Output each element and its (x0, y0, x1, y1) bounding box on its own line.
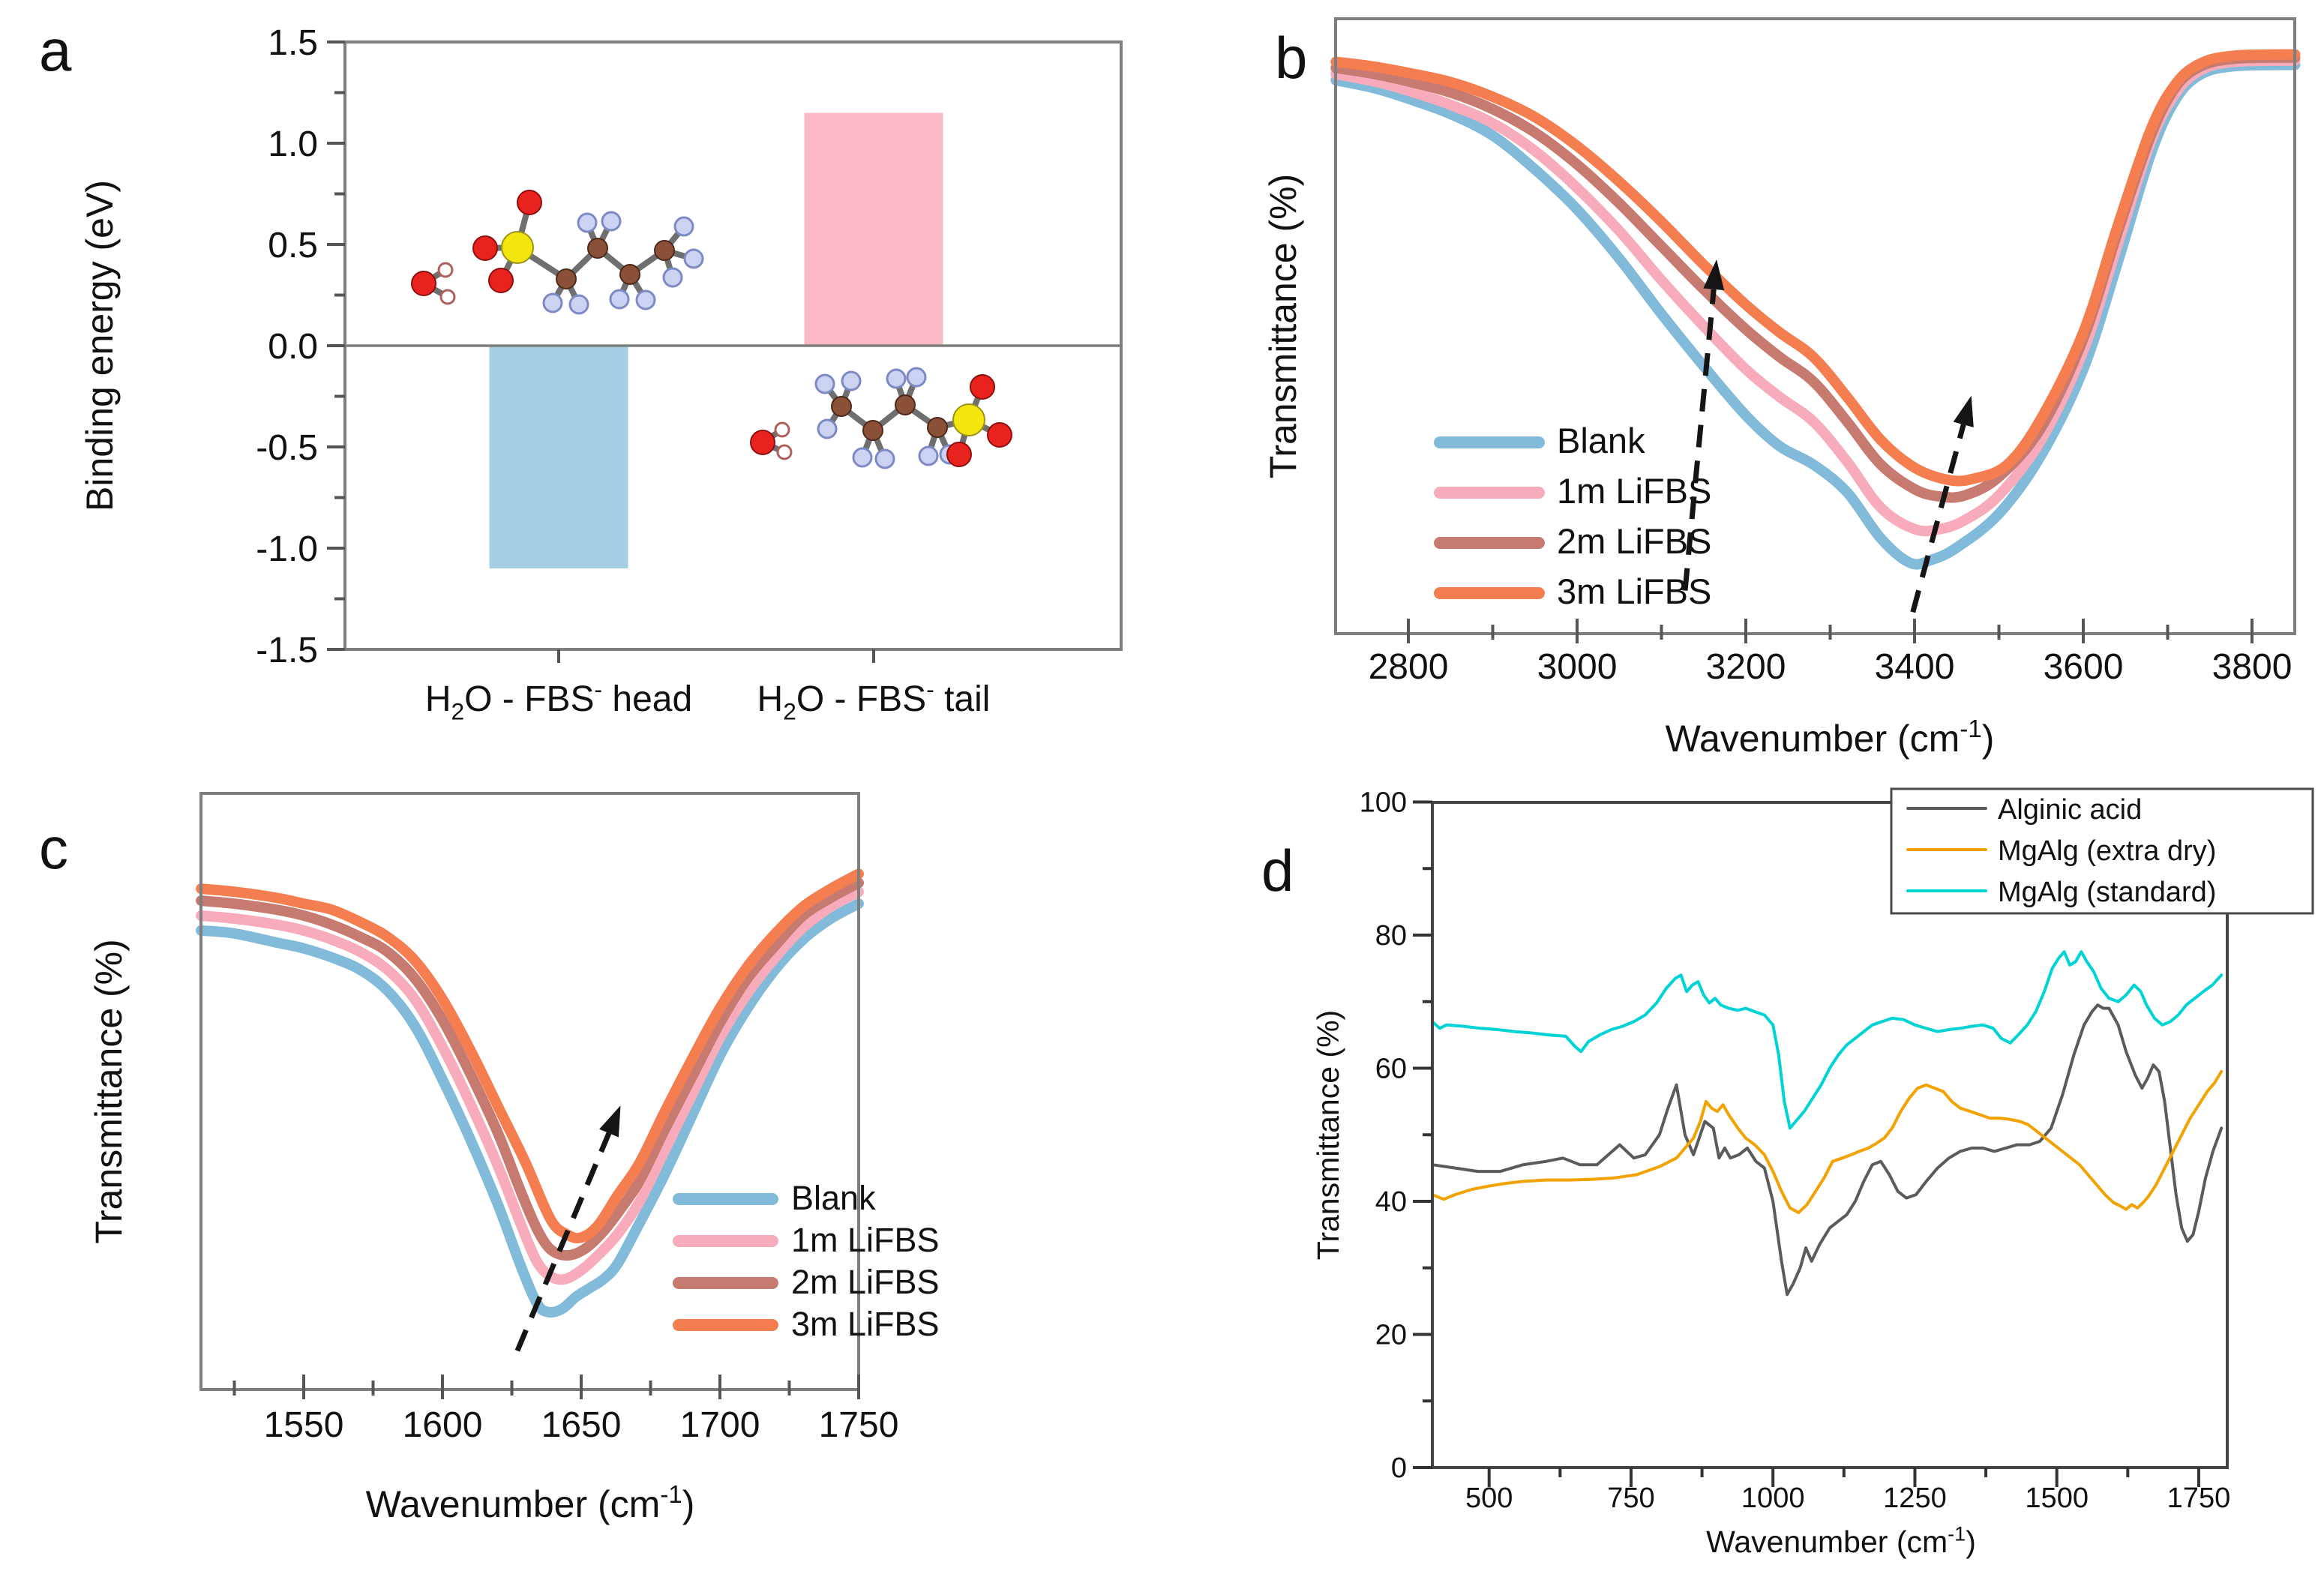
y-tick-label: -0.5 (256, 428, 318, 468)
trend-arrow (1682, 259, 1725, 591)
c-legend: Blank 1m LiFBS 2m LiFBS 3m LiFBS (673, 1179, 940, 1343)
c-x-axis-title: Wavenumber (cm-1) (366, 1480, 695, 1525)
legend-label: 1m LiFBS (1557, 471, 1711, 511)
x-tick-label: 1750 (2167, 1483, 2231, 1514)
d-x-axis-title: Wavenumber (cm-1) (1706, 1522, 1976, 1559)
y-tick-label: 60 (1375, 1054, 1407, 1085)
y-axis-ticks (327, 40, 875, 663)
legend-label: 2m LiFBS (1557, 521, 1711, 561)
x-tick-label: 1550 (264, 1405, 344, 1445)
c-y-axis-title: Transmittance (%) (88, 939, 130, 1244)
panel-a-letter: a (39, 17, 72, 83)
d-series-Alginic acid (1431, 1003, 2224, 1297)
panel-b-letter: b (1275, 25, 1308, 91)
trend-arrow (514, 1105, 621, 1352)
panel-c-letter: c (39, 815, 68, 881)
c-series-3m LiFBS (196, 868, 864, 1244)
x-tick-label: 3800 (2212, 647, 2293, 687)
panel-d-svg: 500 750 1000 1250 1500 1750 0 20 40 60 80 100 Wavenu… (1311, 787, 2314, 1559)
bar-H2O - FBS- tail (804, 112, 943, 346)
panel-d-letter: d (1261, 838, 1294, 904)
legend-label: Alginic acid (1998, 794, 2142, 826)
x-category-label: H2O - FBS- tail (757, 676, 991, 725)
x-tick-label: 3000 (1537, 647, 1618, 687)
d-y-axis-title: Transmittance (%) (1311, 1010, 1345, 1260)
x-tick-label: 3600 (2044, 647, 2124, 687)
legend-label: 2m LiFBS (791, 1263, 940, 1301)
bar-chart (343, 40, 1123, 651)
y-tick-label: -1.5 (256, 631, 318, 670)
d-legend: Alginic acid MgAlg (extra dry) MgAlg (stan… (1890, 787, 2314, 915)
c-series-2m LiFBS (196, 877, 864, 1261)
y-tick-label: 40 (1375, 1186, 1407, 1218)
legend-label: Blank (791, 1179, 876, 1217)
panel-b-spectrum: 2800 3000 3200 3400 3600 3800 Wavenumber (cm-1… (1170, 0, 2324, 786)
b-plot-frame (1334, 17, 2296, 635)
panel-d-spectrum: 500 750 1000 1250 1500 1750 0 20 40 60 80 100 Wavenu… (1170, 786, 2324, 1571)
d-series-MgAlg (standard) (1431, 950, 2224, 1130)
x-category-label: H2O - FBS- head (425, 676, 692, 725)
b-ticks (1407, 619, 2254, 643)
c-plot-frame (199, 792, 860, 1391)
d-series-MgAlg (extra dry) (1431, 1069, 2224, 1215)
x-tick-label: 2800 (1369, 647, 1449, 687)
b-x-axis-title: Wavenumber (cm-1) (1666, 715, 1995, 760)
d-ticks (1413, 800, 2200, 1487)
x-tick-label: 1600 (403, 1405, 483, 1445)
bar-H2O - FBS- head (489, 346, 628, 568)
x-tick-label: 1500 (2025, 1483, 2089, 1514)
legend-label: 1m LiFBS (791, 1221, 940, 1259)
y-tick-label: 80 (1375, 920, 1407, 952)
panel-c-spectrum: 1550 1600 1650 1700 1750 Wavenumber (cm-1) Tra… (0, 786, 1170, 1571)
molecule-h2o-fbs-tail (750, 367, 1012, 469)
y-tick-label: 1.5 (268, 23, 318, 63)
trend-arrow (1910, 395, 1974, 613)
y-tick-label: -1.0 (256, 529, 318, 569)
x-tick-label: 1000 (1741, 1483, 1805, 1514)
y-axis-title: Binding energy (eV) (79, 180, 121, 511)
y-tick-label: 20 (1375, 1320, 1407, 1351)
y-tick-label: 0.5 (268, 226, 318, 265)
y-tick-label: 0 (1391, 1453, 1407, 1484)
panel-b-svg: 2800 3000 3200 3400 3600 3800 Wavenumber (cm-1… (1262, 17, 2301, 760)
x-tick-label: 1650 (541, 1405, 622, 1445)
b-series-3m LiFBS (1330, 49, 2301, 487)
y-tick-label: 0.0 (268, 327, 318, 367)
b-y-axis-title: Transmittance (%) (1262, 174, 1304, 479)
x-tick-label: 1750 (819, 1405, 899, 1445)
x-tick-label: 1700 (680, 1405, 760, 1445)
legend-label: MgAlg (standard) (1998, 877, 2216, 908)
x-tick-label: 1250 (1883, 1483, 1947, 1514)
legend-label: MgAlg (extra dry) (1998, 835, 2216, 867)
y-tick-label: 100 (1360, 787, 1407, 819)
c-series-Blank (196, 898, 864, 1318)
panel-a-bar-chart: 1.5 1.0 0.5 0.0 -0.5 -1.0 -1.5 H2O - FBS- head H… (0, 0, 1170, 786)
legend-label: Blank (1557, 421, 1645, 460)
x-tick-label: 3200 (1706, 647, 1786, 687)
c-ticks (232, 1375, 860, 1399)
panel-a-svg: 1.5 1.0 0.5 0.0 -0.5 -1.0 -1.5 H2O - FBS- head H… (79, 23, 1123, 725)
x-tick-label: 3400 (1875, 647, 1955, 687)
x-tick-label: 500 (1465, 1483, 1513, 1514)
panel-c-svg: 1550 1600 1650 1700 1750 Wavenumber (cm-1) Tra… (88, 792, 940, 1525)
x-tick-label: 750 (1607, 1483, 1654, 1514)
y-tick-label: 1.0 (268, 124, 318, 164)
legend-label: 3m LiFBS (791, 1305, 940, 1343)
molecule-h2o-fbs-head (411, 190, 704, 315)
